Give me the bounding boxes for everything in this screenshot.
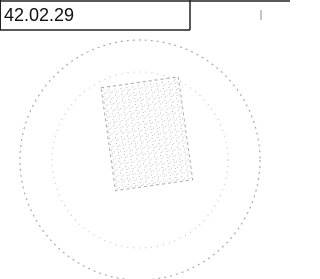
page: 42.02.29 (() => { const data = JSON.pars… bbox=[0, 0, 290, 279]
scan: 42.02.29 bbox=[0, 0, 290, 279]
stamp-emblem-box bbox=[101, 77, 193, 191]
cell-text: 42.02.29 bbox=[4, 5, 74, 25]
stamp-emblem bbox=[101, 77, 193, 191]
